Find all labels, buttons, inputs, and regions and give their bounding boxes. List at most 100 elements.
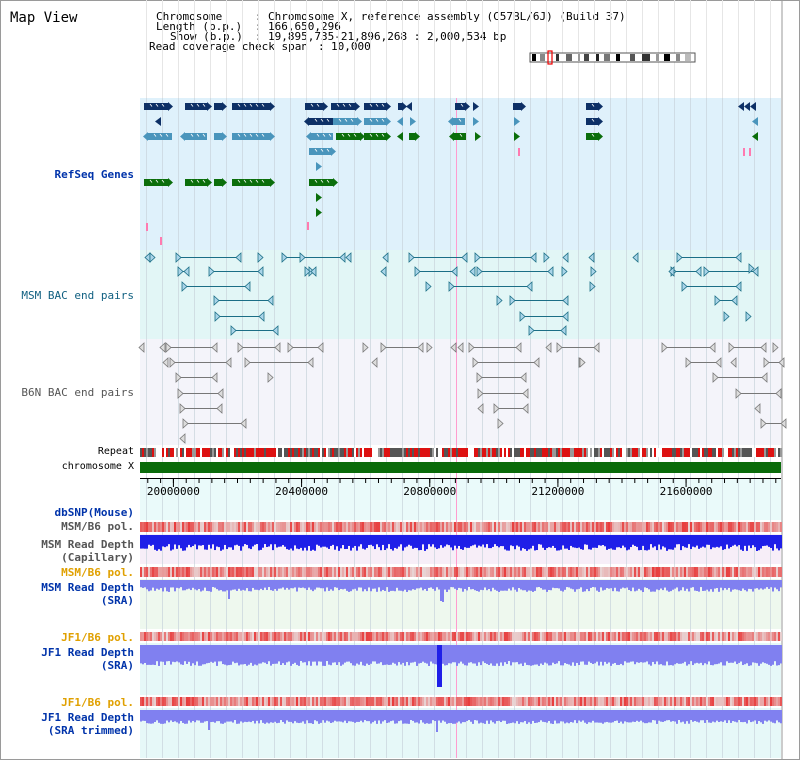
jf1-b6-pol-cell — [512, 632, 514, 641]
msm-b6-pol-cap-cell — [306, 522, 308, 532]
repeat-element — [438, 448, 440, 457]
jf1-b6-pol-trim-cell — [720, 697, 722, 706]
repeat-element — [480, 448, 482, 457]
msm-depth-sra-bar — [428, 580, 430, 588]
msm-depth-sra-bar — [624, 580, 626, 589]
msm-b6-pol-cap-cell — [734, 522, 736, 532]
jf1-depth-trim-bar — [392, 710, 394, 721]
repeat-element — [520, 448, 522, 457]
msm-b6-pol-sra-cell — [550, 567, 552, 577]
msm-depth-cap-bar — [390, 535, 392, 550]
jf1-depth-trim-bar — [372, 710, 374, 723]
jf1-b6-pol-trim-cell — [164, 697, 166, 706]
jf1-depth-sra-bar — [472, 645, 474, 664]
jf1-b6-pol-trim-cell — [474, 697, 476, 706]
repeat-element — [566, 448, 568, 457]
repeat-element — [640, 448, 642, 457]
msm-bac-pair-end — [448, 281, 455, 292]
msm-depth-sra-bar — [614, 580, 616, 588]
msm-depth-cap-bar — [404, 535, 406, 548]
jf1-depth-sra-bar — [650, 645, 652, 666]
jf1-depth-sra-bar — [500, 645, 502, 663]
refseq-gene-row1 — [513, 103, 521, 110]
msm-depth-sra-bar — [208, 580, 210, 592]
msm-depth-sra-bar — [554, 580, 556, 589]
msm-b6-pol-sra-cell — [374, 567, 376, 577]
msm-b6-pol-cap-cell — [698, 522, 700, 532]
msm-b6-pol-cap-cell — [616, 522, 618, 532]
msm-b6-pol-sra-cell — [508, 567, 510, 577]
jf1-depth-trim-bar — [202, 710, 204, 723]
refseq-gene-row3 — [586, 133, 598, 140]
repeat-element — [154, 448, 156, 457]
jf1-depth-trim-bar — [448, 710, 450, 724]
msm-b6-pol-cap-cell — [412, 522, 414, 532]
msm-b6-pol-sra-cell — [682, 567, 684, 577]
msm-depth-sra-bar — [468, 580, 470, 588]
msm-b6-pol-sra-cell — [646, 567, 648, 577]
msm-b6-pol-sra-cell — [166, 567, 168, 577]
jf1-b6-pol-cell — [690, 632, 692, 641]
jf1-depth-trim-bar — [296, 710, 298, 723]
msm-b6-pol-sra-cell — [360, 567, 362, 577]
jf1-b6-pol-trim-cell — [192, 697, 194, 706]
msm-depth-sra-bar — [446, 580, 448, 592]
jf1-b6-pol-trim-cell — [598, 697, 600, 706]
msm-b6-pol-sra-cell — [454, 567, 456, 577]
jf1-b6-pol-trim-cell — [472, 697, 474, 706]
msm-depth-cap-bar — [726, 535, 728, 545]
msm-b6-pol-sra-cell — [436, 567, 438, 577]
jf1-depth-trim-bar — [230, 710, 232, 722]
jf1-b6-pol-trim-cell — [768, 697, 770, 706]
jf1-b6-pol-trim-cell — [286, 697, 288, 706]
jf1-depth-sra-bar — [714, 645, 716, 665]
repeat-element — [222, 448, 224, 457]
jf1-b6-pol-trim-cell — [582, 697, 584, 706]
jf1-depth-trim-bar — [262, 710, 264, 723]
msm-b6-pol-cap-cell — [214, 522, 216, 532]
msm-b6-pol-cap-cell — [212, 522, 214, 532]
gene-intron-mark — [338, 118, 342, 122]
msm-depth-sra-bar — [530, 580, 532, 591]
repeat-element — [150, 448, 152, 457]
jf1-b6-pol-trim-cell — [508, 697, 510, 706]
repeat-element — [456, 448, 458, 457]
jf1-depth-sra-bar — [166, 645, 168, 662]
msm-depth-sra-bar — [694, 580, 696, 591]
repeat-element — [502, 448, 504, 457]
repeat-element — [358, 448, 360, 457]
jf1-b6-pol-cell — [186, 632, 188, 641]
jf1-b6-pol-cell — [550, 632, 552, 641]
msm-b6-pol-sra-cell — [538, 567, 540, 577]
jf1-depth-trim-bar — [426, 710, 428, 724]
msm-depth-cap-bar — [480, 535, 482, 547]
jf1-depth-trim-bar — [294, 710, 296, 722]
repeat-element — [768, 448, 770, 457]
jf1-b6-pol-cell — [290, 632, 292, 641]
msm-depth-sra-bar — [578, 580, 580, 589]
jf1-b6-pol-trim-cell — [648, 697, 650, 706]
jf1-b6-pol-cell — [234, 632, 236, 641]
msm-depth-cap-bar — [462, 535, 464, 550]
jf1-b6-pol-trim-cell — [446, 697, 448, 706]
msm-b6-pol-cap-cell — [662, 522, 664, 532]
msm-b6-pol-sra-cell — [230, 567, 232, 577]
jf1-depth-sra-bar — [564, 645, 566, 664]
msm-depth-sra-bar — [748, 580, 750, 589]
msm-b6-pol-sra-cell — [178, 567, 180, 577]
msm-b6-pol-sra-cell — [466, 567, 468, 577]
jf1-depth-sra-bar — [434, 645, 436, 665]
jf1-depth-sra-bar — [246, 645, 248, 666]
repeat-element — [324, 448, 326, 457]
msm-b6-pol-cap-cell — [536, 522, 538, 532]
msm-depth-sra-bar — [198, 580, 200, 589]
msm-depth-cap-bar — [742, 535, 744, 551]
msm-b6-pol-cap-cell — [660, 522, 662, 532]
msm-b6-pol-cap-cell — [188, 522, 190, 532]
jf1-depth-sra-bar — [598, 645, 600, 666]
msm-depth-sra-bar — [720, 580, 722, 588]
jf1-b6-pol-cell — [540, 632, 542, 641]
jf1-depth-trim-bar — [362, 710, 364, 723]
jf1-b6-pol-cell — [494, 632, 496, 641]
